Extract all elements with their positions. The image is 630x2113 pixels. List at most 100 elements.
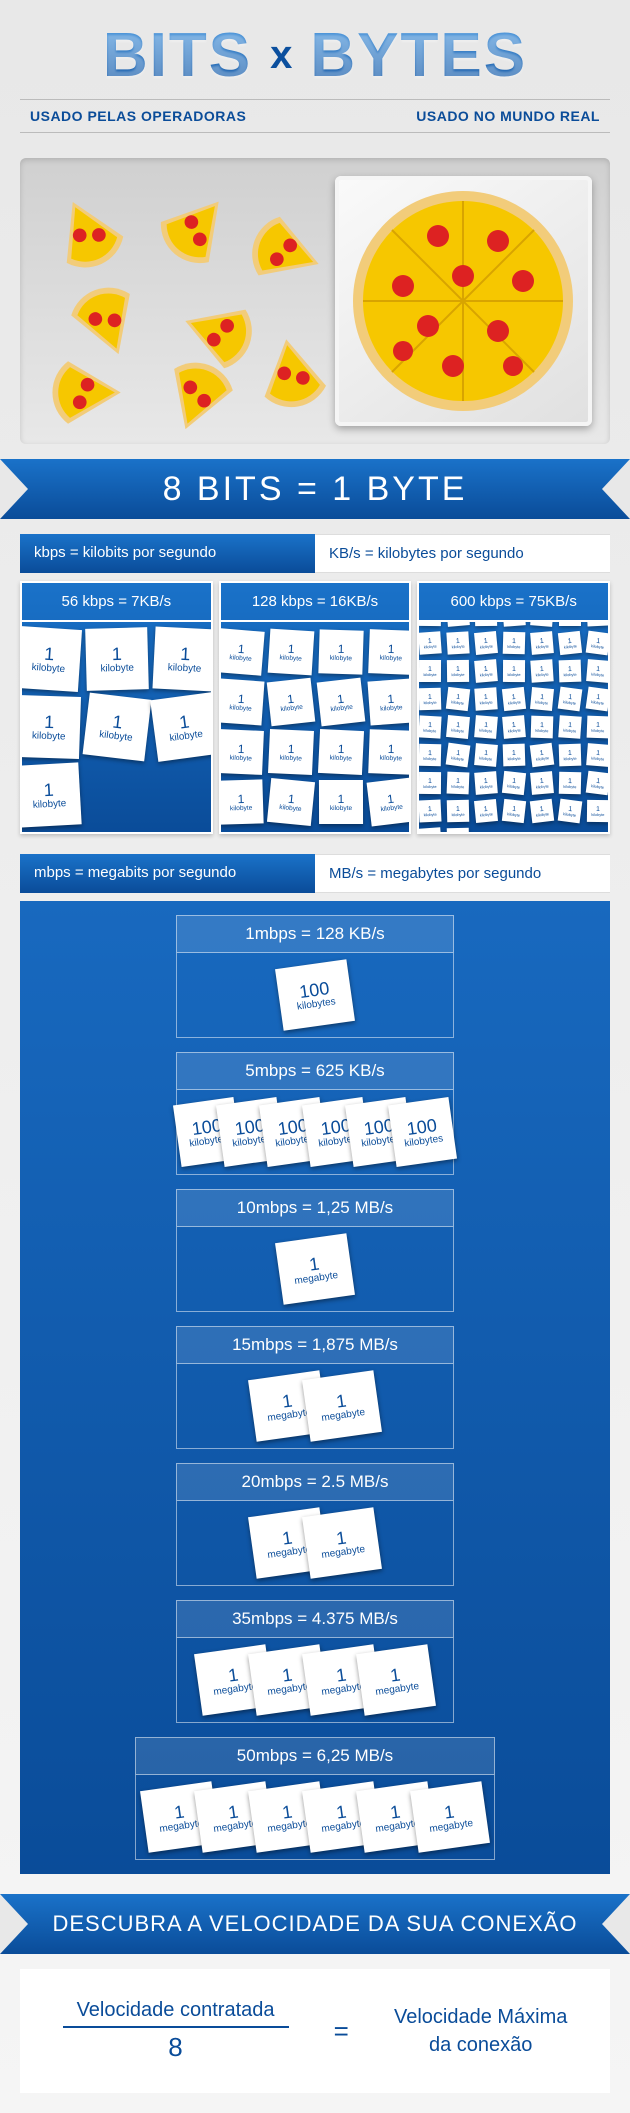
formula-panel: Velocidade contratada 8 = Velocidade Máx… bbox=[20, 1969, 610, 2093]
mbps-panel-body: 1megabyte1megabyte1megabyte1megabyte1meg… bbox=[135, 1775, 495, 1860]
kilobyte-card: 1kilobyte bbox=[502, 771, 526, 795]
mbps-panel-label: 20mbps = 2.5 MB/s bbox=[176, 1463, 454, 1501]
kilobyte-card: 1kilobyte bbox=[530, 622, 554, 627]
kilobyte-card: 1kilobyte bbox=[268, 729, 314, 775]
mbps-panel-body: 100kilobytes bbox=[176, 953, 454, 1038]
kbps-panel-label: 600 kbps = 75KB/s bbox=[419, 583, 608, 622]
megabyte-card: 1megabyte bbox=[356, 1644, 436, 1715]
subtitle-row: USADO PELAS OPERADORAS USADO NO MUNDO RE… bbox=[20, 99, 610, 133]
kilobyte-card: 1kilobyte bbox=[586, 743, 608, 767]
kilobyte-card: 1kilobyte bbox=[474, 799, 498, 823]
mbps-section: 1mbps = 128 KB/s100kilobytes5mbps = 625 … bbox=[20, 901, 610, 1874]
infographic-root: BITS x BYTES USADO PELAS OPERADORAS USAD… bbox=[0, 0, 630, 2093]
kilobyte-card: 1kilobyte bbox=[503, 744, 526, 767]
pizza-box bbox=[335, 176, 592, 426]
kilobyte-card: 1kilobyte bbox=[221, 628, 265, 675]
formula-fraction: Velocidade contratada 8 bbox=[63, 1995, 289, 2067]
kilobyte-card: 1kilobyte bbox=[419, 827, 442, 832]
kilobyte-card: 1kilobyte bbox=[266, 678, 315, 727]
kbps-panel: 56 kbps = 7KB/s1kilobyte1kilobyte1kiloby… bbox=[20, 581, 213, 834]
kilobyte-card: 1kilobyte bbox=[559, 772, 581, 794]
kilobyte-card: 1kilobyte bbox=[368, 629, 410, 675]
kilobyte-card: 1kilobyte bbox=[530, 631, 554, 655]
kilobyte-card: 1kilobyte bbox=[447, 660, 469, 682]
kilobyte-card: 1kilobyte bbox=[531, 659, 554, 682]
mbps-grid: 1mbps = 128 KB/s100kilobytes5mbps = 625 … bbox=[32, 915, 598, 1860]
kbps-panel-label: 56 kbps = 7KB/s bbox=[22, 583, 211, 622]
pizza-slice-icon bbox=[46, 354, 129, 432]
kilobyte-card: 1kilobyte bbox=[419, 772, 441, 794]
equation-ribbon: 8 BITS = 1 BYTE bbox=[0, 459, 630, 519]
kilobyte-card: 1kilobyte bbox=[530, 743, 555, 768]
kilobyte-card: 1kilobyte bbox=[530, 771, 554, 795]
kilobyte-card: 1kilobyte bbox=[152, 626, 210, 691]
kilobyte-card: 1kilobyte bbox=[447, 631, 470, 654]
kbps-def-right: KB/s = kilobytes por segundo bbox=[315, 534, 610, 573]
kilobyte-card: 1kilobyte bbox=[475, 622, 497, 626]
kilobyte-card: 1kilobyte bbox=[419, 688, 441, 711]
kilobyte-card: 1kilobyte bbox=[419, 799, 442, 822]
pizza-slice-icon bbox=[246, 325, 337, 420]
title-row: BITS x BYTES bbox=[20, 20, 610, 91]
kilobyte-card: 1kilobyte bbox=[368, 729, 409, 775]
mbps-panel-body: 1megabyte1megabyte bbox=[176, 1501, 454, 1586]
formula-numerator: Velocidade contratada bbox=[63, 1995, 289, 2028]
megabyte-card: 1megabyte bbox=[275, 1233, 355, 1304]
kbps-panel-body: 1kilobyte1kilobyte1kilobyte1kilobyte1kil… bbox=[221, 622, 410, 832]
mbps-panel-label: 35mbps = 4.375 MB/s bbox=[176, 1600, 454, 1638]
title-bits: BITS bbox=[103, 20, 252, 91]
mbps-panel-label: 1mbps = 128 KB/s bbox=[176, 915, 454, 953]
kbps-panel: 600 kbps = 75KB/s1kilobyte1kilobyte1kilo… bbox=[417, 581, 610, 834]
kilobyte-card: 1kilobyte bbox=[267, 778, 315, 826]
kilobyte-card: 1kilobyte bbox=[419, 631, 442, 654]
kilobyte-card: 1kilobyte bbox=[475, 687, 498, 710]
kilobyte-card: 1kilobyte bbox=[419, 660, 441, 682]
discover-text: DESCUBRA A VELOCIDADE DA SUA CONEXÃO bbox=[52, 1911, 577, 1937]
kilobyte-card: 1kilobyte bbox=[559, 660, 582, 683]
kilobyte-card: 1kilobyte bbox=[530, 799, 554, 823]
kilobyte-card: 1kilobyte bbox=[22, 762, 82, 827]
title-bytes: BYTES bbox=[310, 20, 527, 91]
kilobyte-card: 1kilobyte bbox=[503, 660, 525, 682]
kilobyte-card: 1kilobyte bbox=[502, 715, 526, 739]
kbps-panel-body: 1kilobyte1kilobyte1kilobyte1kilobyte1kil… bbox=[22, 622, 211, 832]
kilobyte-card: 1kilobyte bbox=[474, 715, 498, 739]
kilobyte-card: 1kilobyte bbox=[22, 626, 82, 692]
megabyte-card: 1megabyte bbox=[302, 1507, 382, 1578]
mbps-panel: 15mbps = 1,875 MB/s1megabyte1megabyte bbox=[176, 1326, 454, 1449]
kilobyte-card: 1kilobyte bbox=[150, 692, 211, 762]
formula-equals: = bbox=[334, 2016, 349, 2047]
kilobyte-card: 1kilobyte bbox=[419, 622, 441, 626]
kilobyte-card: 1kilobyte bbox=[586, 771, 608, 796]
kbps-panel: 128 kbps = 16KB/s1kilobyte1kilobyte1kilo… bbox=[219, 581, 412, 834]
kilobyte-card: 1kilobyte bbox=[558, 631, 582, 655]
kilobyte-card: 1kilobyte bbox=[586, 631, 608, 656]
mbps-panel-body: 1megabyte bbox=[176, 1227, 454, 1312]
kilobyte-card: 1kilobyte bbox=[558, 799, 583, 824]
mbps-panel-body: 1megabyte1megabyte bbox=[176, 1364, 454, 1449]
kilobyte-card: 1kilobyte bbox=[316, 678, 365, 727]
kbps-def-left: kbps = kilobits por segundo bbox=[20, 534, 315, 573]
kilobyte-card: 1kilobyte bbox=[559, 744, 582, 767]
formula-denominator: 8 bbox=[63, 2028, 289, 2067]
discover-ribbon: DESCUBRA A VELOCIDADE DA SUA CONEXÃO bbox=[0, 1894, 630, 1954]
megabyte-card: 1megabyte bbox=[410, 1781, 490, 1852]
mbps-def-right: MB/s = megabytes por segundo bbox=[315, 854, 610, 893]
kilobyte-card: 1kilobyte bbox=[419, 744, 441, 767]
kilobyte-card: 1kilobyte bbox=[530, 687, 554, 711]
title-separator: x bbox=[270, 33, 292, 78]
kilobyte-card: 1kilobyte bbox=[83, 693, 152, 762]
kilobyte-card: 1kilobyte bbox=[558, 687, 583, 712]
pizza-slices-scattered bbox=[38, 181, 315, 421]
mbps-panel: 35mbps = 4.375 MB/s1megabyte1megabyte1me… bbox=[176, 1600, 454, 1723]
pizza-slice-icon bbox=[235, 202, 340, 304]
mbps-panel: 1mbps = 128 KB/s100kilobytes bbox=[176, 915, 454, 1038]
kilobyte-card: 1kilobyte bbox=[221, 779, 264, 824]
formula-result-line1: Velocidade Máxima bbox=[394, 2006, 567, 2028]
mbps-panel-label: 10mbps = 1,25 MB/s bbox=[176, 1189, 454, 1227]
kilobyte-card: 1kilobyte bbox=[85, 627, 149, 691]
kilobyte-card: 1kilobyte bbox=[318, 729, 364, 775]
kilobyte-card: 1kilobyte bbox=[319, 780, 363, 824]
mbps-panel-body: 100kilobytes100kilobytes100kilobytes100k… bbox=[176, 1090, 454, 1175]
kilobyte-card: 1kilobyte bbox=[559, 715, 582, 738]
